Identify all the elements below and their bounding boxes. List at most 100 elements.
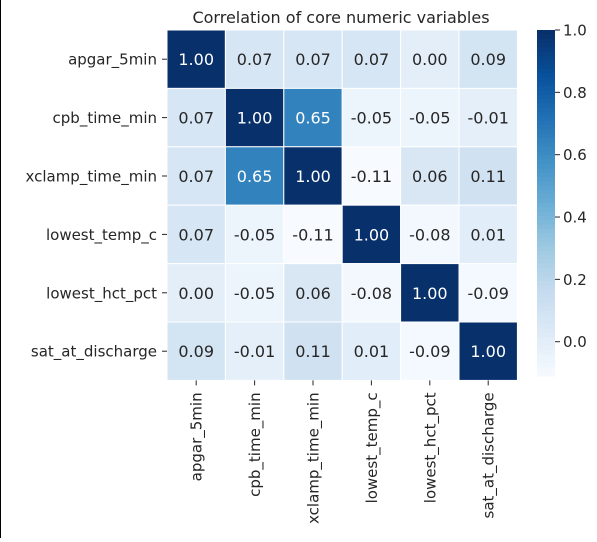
colorbar-segment [537,315,555,321]
colorbar-tick-label: 0.8 [563,84,587,102]
heatmap-cell [458,87,518,148]
row-labels: apgar_5min cpb_time_min xclamp_time_minlow… [25,51,167,362]
colorbar: 0.0 0.2 0.4 0.6 0.8 1.0 [537,22,587,377]
cell-value-label: 0.06 [412,167,448,186]
heatmap-cell [166,321,226,381]
colorbar-segment [537,358,555,364]
cell-value-label: -0.05 [234,284,275,303]
colorbar-segment [537,164,555,169]
colorbar-segment [537,30,555,35]
colorbar-segment [537,190,555,195]
cell-value-label: -0.05 [351,109,392,128]
colorbar-segment [537,107,555,113]
colorbar-tick-label: 0.0 [563,333,587,351]
colorbar-segment [537,90,555,96]
row-tick-label: xclamp_time_min [25,168,157,187]
row-tick-label: lowest_hct_pct [46,284,157,303]
colorbar-segment [537,81,555,87]
heatmap-cell [341,263,402,323]
heatmap-cell [224,204,285,265]
cell-value-label: 1.00 [178,50,214,69]
colorbar-segment [537,146,555,152]
column-labels: apgar_5min cpb_time_min xclamp_time_min low… [188,380,499,524]
colorbar-segment [537,298,555,304]
chart-title: Correlation of core numeric variables [192,8,489,27]
colorbar-segment [537,332,555,338]
colorbar-segment [537,224,555,230]
heatmap-cell [224,87,285,148]
colorbar-segment [537,341,555,347]
cell-value-label: 0.01 [470,225,506,244]
colorbar-segment [537,64,555,70]
colorbar-segment [537,151,555,157]
colorbar-segment [537,142,555,148]
row-tick-label: lowest_temp_c [46,226,157,245]
colorbar-segment [537,168,555,174]
colorbar-segment [537,73,555,79]
colorbar-segment [537,250,555,256]
colorbar-segment [537,259,555,265]
cell-value-label: 1.00 [354,225,390,244]
heatmap-cell [458,204,518,265]
colorbar-segment [537,177,555,182]
colorbar-segment [537,324,555,330]
colorbar-segment [537,77,555,83]
colorbar-segment [537,363,555,368]
colorbar-segment [537,306,555,312]
colorbar-segment [537,207,555,213]
heatmap-cell [166,204,226,265]
cell-value-label: 0.09 [470,50,506,69]
colorbar-segment [537,185,555,191]
colorbar-segment [537,42,555,48]
cell-value-label: 0.11 [295,342,331,361]
colorbar-segment [537,194,555,200]
colorbar-tick-label: 0.6 [563,146,587,164]
colorbar-segment [537,138,555,144]
colorbar-segment [537,254,555,260]
colorbar-segment [537,272,555,278]
colorbar-segment [537,289,555,295]
column-tick-label: apgar_5min [188,392,207,481]
colorbar-segment [537,233,555,239]
cell-value-label: 0.11 [470,167,506,186]
colorbar-segment [537,337,555,342]
colorbar-segment [537,280,555,286]
colorbar-segment [537,263,555,269]
column-tick-label: lowest_temp_c [363,392,382,503]
column-tick-label: sat_at_discharge [480,392,499,518]
cell-value-label: 0.65 [237,167,273,186]
heatmap-cell [283,263,343,323]
colorbar-segment [537,38,555,44]
colorbar-segment [537,116,555,122]
cell-value-label: -0.09 [409,342,450,361]
column-tick-label: xclamp_time_min [305,392,324,524]
colorbar-segment [537,350,555,355]
colorbar-segment [537,198,555,204]
heatmap-cell [166,29,226,89]
colorbar-tick-label: 0.4 [563,209,587,227]
heatmap-cell [283,204,343,265]
heatmap-cell [458,263,518,323]
cell-value-label: -0.05 [409,109,450,128]
colorbar-segment [537,47,555,53]
row-tick-label: cpb_time_min [53,109,157,128]
colorbar-segment [537,371,555,377]
heatmap-cell [341,146,402,206]
colorbar-segment [537,172,555,178]
heatmap-cell [166,263,226,323]
cell-value-label: 0.07 [178,167,214,186]
colorbar-segment [537,319,555,325]
colorbar-segment [537,60,555,66]
heatmap-cell [458,29,518,89]
cell-value-label: -0.09 [467,284,508,303]
heatmap-cell [224,146,285,206]
cell-value-label: 1.00 [295,167,331,186]
colorbar-segment [537,34,555,40]
colorbar-segment [537,228,555,234]
cell-value-label: 0.00 [412,50,448,69]
colorbar-segment [537,103,555,109]
cell-value-label: -0.08 [351,284,392,303]
colorbar-segment [537,203,555,208]
